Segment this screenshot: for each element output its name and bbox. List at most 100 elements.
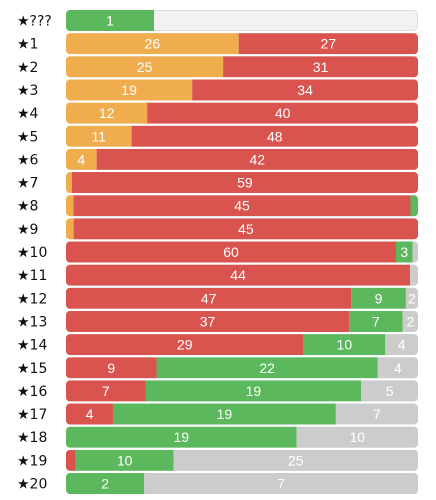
bar-segment <box>144 473 418 494</box>
bar-row: 59 <box>66 172 418 194</box>
bar-row: 10 25 <box>66 449 418 471</box>
bar-segment <box>410 195 418 217</box>
row-label: ★??? <box>17 14 52 30</box>
segment-value-label: 7 <box>373 406 381 422</box>
bar-segment <box>66 357 157 379</box>
bar-segment <box>223 56 418 78</box>
bar-segment <box>410 264 418 286</box>
row-label: ★2 <box>17 60 38 76</box>
row-label: ★18 <box>17 430 47 446</box>
segment-value-label: 3 <box>400 244 408 260</box>
bar-segment <box>66 125 132 147</box>
bar-segment <box>66 403 113 425</box>
segment-value-label: 4 <box>77 151 85 167</box>
bar-segment <box>112 403 336 425</box>
segment-value-label: 11 <box>92 128 107 144</box>
bar-segment <box>147 102 418 124</box>
row-label: ★19 <box>17 453 47 469</box>
bar-segment <box>66 310 350 332</box>
segment-value-label: 42 <box>250 151 266 167</box>
bar-segment <box>349 310 403 332</box>
bar-segment <box>71 172 418 194</box>
segment-value-label: 48 <box>267 128 283 144</box>
segment-value-label: 25 <box>288 452 304 468</box>
segment-value-label: 7 <box>102 383 110 399</box>
bar-row: 45 <box>66 195 418 217</box>
bar-segment <box>238 33 418 55</box>
bar-segment <box>192 79 418 101</box>
bar-segment <box>66 195 74 217</box>
bar-segment <box>66 79 193 101</box>
bar-segment <box>377 357 418 379</box>
segment-value-label: 10 <box>337 337 353 353</box>
segment-value-label: 19 <box>217 406 233 422</box>
row-label: ★20 <box>17 477 47 493</box>
segment-value-label: 4 <box>86 406 94 422</box>
bar-segment <box>131 125 418 147</box>
bar-segment <box>361 380 418 402</box>
bar-segment <box>66 380 146 402</box>
bar-segment <box>385 334 418 356</box>
bar-segment <box>412 241 418 263</box>
segment-value-label: 31 <box>313 59 329 75</box>
row-label: ★8 <box>17 199 38 215</box>
segment-value-label: 44 <box>230 267 246 283</box>
bar-row: 29 10 4 <box>66 334 418 356</box>
bar-row: 60 3 <box>66 241 418 263</box>
row-label: ★12 <box>17 291 47 307</box>
row-label: ★6 <box>17 152 39 168</box>
segment-value-label: 19 <box>121 82 137 98</box>
segment-value-label: 7 <box>277 476 285 492</box>
segment-value-label: 22 <box>259 360 275 376</box>
segment-value-label: 10 <box>117 452 133 468</box>
segment-value-label: 19 <box>174 429 190 445</box>
segment-value-label: 26 <box>145 36 161 52</box>
bar-row: 19 34 <box>66 79 418 101</box>
row-label: ★11 <box>17 268 47 284</box>
bar-segment <box>96 148 418 170</box>
segment-value-label: 7 <box>372 313 380 329</box>
segment-value-label: 10 <box>350 429 366 445</box>
row-label: ★7 <box>17 176 38 192</box>
bar-segment <box>303 334 386 356</box>
bar-row: 45 <box>66 218 418 240</box>
segment-value-label: 27 <box>321 36 337 52</box>
segment-value-label: 1 <box>106 13 114 29</box>
segment-value-label: 12 <box>99 105 115 121</box>
bar-segment <box>66 218 74 240</box>
segment-value-label: 29 <box>177 337 193 353</box>
segment-value-label: 34 <box>297 82 313 98</box>
row-label: ★13 <box>17 314 47 330</box>
bar-segment <box>66 33 239 55</box>
segment-value-label: 2 <box>408 290 416 306</box>
bar-segment <box>66 473 145 494</box>
bar-row: 25 31 <box>66 56 418 78</box>
row-label: ★14 <box>17 338 47 354</box>
segment-value-label: 2 <box>101 476 109 492</box>
segment-value-label: 25 <box>137 59 153 75</box>
bar-row: 1 <box>66 10 418 31</box>
row-label: ★17 <box>17 407 47 423</box>
segment-value-label: 40 <box>275 105 291 121</box>
segment-value-label: 47 <box>201 290 217 306</box>
segment-value-label: 4 <box>398 337 406 353</box>
bar-segment <box>66 172 72 194</box>
bar-row: 11 48 <box>66 125 418 147</box>
row-label: ★4 <box>17 106 39 122</box>
bar-segment <box>66 334 304 356</box>
bar-segment <box>66 148 97 170</box>
segment-value-label: 19 <box>246 383 262 399</box>
bar-segment <box>396 241 413 263</box>
bar-segment <box>66 449 76 471</box>
bar-segment <box>66 287 352 309</box>
bar-row: 7 19 5 <box>66 380 418 402</box>
bar-row: 47 9 2 <box>66 287 418 309</box>
segment-value-label: 5 <box>386 383 394 399</box>
row-label: ★15 <box>17 361 47 377</box>
row-label: ★5 <box>17 129 38 145</box>
bar-segment <box>73 218 418 240</box>
bar-segment <box>66 426 297 448</box>
bar-segment <box>145 380 362 402</box>
